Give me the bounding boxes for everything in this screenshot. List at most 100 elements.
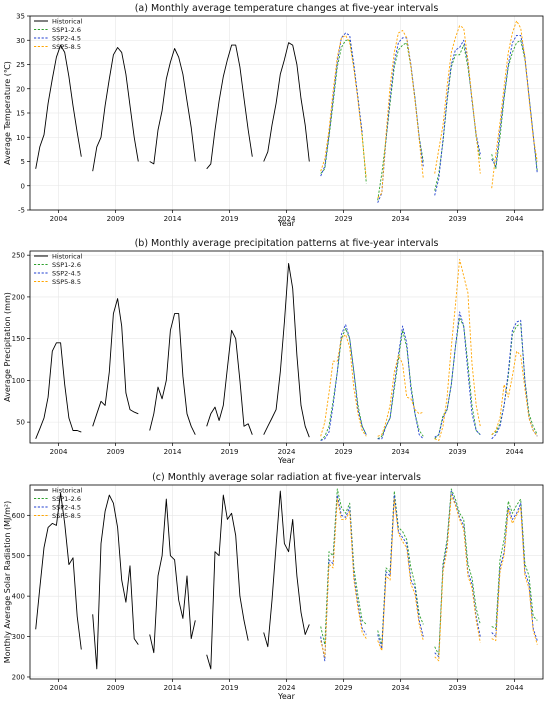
x-tick-label: 2014 — [164, 684, 182, 692]
series-line — [434, 258, 481, 441]
chart-panel-2: (c) Monthly average solar radiation at f… — [3, 472, 544, 701]
series-line — [149, 498, 196, 654]
y-axis-label: Average Temperature (℃) — [3, 61, 12, 165]
series-line — [35, 492, 82, 650]
series-ssp2-4-5 — [320, 490, 538, 662]
x-tick-label: 2024 — [278, 448, 296, 456]
y-tick-label: 5 — [21, 158, 25, 166]
x-tick-label: 2039 — [449, 215, 467, 223]
legend-label: SSP5-8.5 — [52, 512, 81, 520]
y-tick-label: 0 — [21, 182, 25, 190]
series-line — [263, 263, 310, 438]
y-tick-label: 15 — [16, 110, 25, 118]
x-tick-label: 2009 — [107, 448, 125, 456]
x-tick-label: 2024 — [278, 684, 296, 692]
x-axis-label: Year — [277, 692, 296, 701]
y-tick-label: 100 — [12, 377, 25, 385]
series-line — [320, 334, 367, 437]
series-line — [491, 506, 538, 645]
chart-title: (c) Monthly average solar radiation at f… — [152, 472, 421, 483]
y-axis-label: Monthly Average Solar Radiation (MJ/m²) — [3, 501, 12, 663]
series-line — [491, 350, 538, 437]
series-historical — [35, 490, 310, 670]
x-tick-label: 2014 — [164, 215, 182, 223]
series-line — [434, 39, 481, 196]
series-line — [320, 32, 363, 177]
y-tick-label: 150 — [12, 335, 25, 343]
x-tick-label: 2019 — [221, 448, 239, 456]
x-tick-label: 2004 — [50, 684, 68, 692]
chart-panel-0: (a) Monthly average temperature changes … — [3, 3, 544, 228]
x-tick-label: 2029 — [335, 448, 353, 456]
x-tick-label: 2034 — [392, 448, 410, 456]
y-tick-label: 200 — [12, 673, 25, 681]
x-tick-label: 2009 — [107, 684, 125, 692]
legend-label: Historical — [52, 17, 83, 25]
series-line — [491, 323, 538, 436]
legend-label: SSP2-4.5 — [52, 503, 81, 511]
x-tick-label: 2044 — [506, 215, 524, 223]
x-axis-label: Year — [277, 456, 296, 465]
chart-panel-1: (b) Monthly average precipitation patter… — [3, 238, 544, 465]
series-line — [320, 324, 367, 441]
series-ssp5-8-5 — [320, 494, 538, 662]
x-axis-label: Year — [277, 219, 296, 228]
series-line — [434, 25, 481, 174]
x-tick-label: 2004 — [50, 215, 68, 223]
series-historical — [35, 263, 310, 439]
x-tick-label: 2019 — [221, 684, 239, 692]
y-axis-label: Average Precipitation (mm) — [3, 292, 12, 402]
y-tick-label: 20 — [16, 85, 25, 93]
legend-label: Historical — [52, 486, 83, 494]
series-line — [92, 47, 139, 172]
series-line — [92, 298, 139, 427]
y-tick-label: 35 — [16, 13, 25, 21]
series-line — [377, 494, 424, 650]
series-line — [206, 44, 253, 170]
chart-title: (b) Monthly average precipitation patter… — [135, 238, 439, 249]
series-line — [320, 328, 367, 441]
x-tick-label: 2029 — [335, 684, 353, 692]
series-line — [263, 490, 310, 648]
series-line — [206, 329, 253, 435]
series-line — [263, 42, 310, 162]
y-tick-label: -5 — [18, 207, 25, 215]
y-tick-label: 500 — [12, 552, 25, 560]
series-ssp5-8-5 — [320, 20, 538, 199]
x-tick-label: 2004 — [50, 448, 68, 456]
x-tick-label: 2034 — [392, 684, 410, 692]
y-tick-label: 300 — [12, 633, 25, 641]
y-tick-label: 25 — [16, 61, 25, 69]
series-ssp5-8-5 — [320, 258, 538, 441]
y-tick-label: 10 — [16, 134, 25, 142]
x-tick-label: 2039 — [449, 684, 467, 692]
series-line — [35, 342, 82, 439]
x-tick-label: 2019 — [221, 215, 239, 223]
legend-label: SSP5-8.5 — [52, 43, 81, 51]
legend-label: Historical — [52, 252, 83, 260]
legend-label: SSP2-4.5 — [52, 269, 81, 277]
y-tick-label: 250 — [12, 252, 25, 260]
series-line — [320, 34, 367, 179]
x-tick-label: 2034 — [392, 215, 410, 223]
series-line — [491, 498, 538, 629]
series-ssp1-2-6 — [320, 317, 538, 441]
series-line — [206, 494, 249, 670]
series-line — [434, 317, 481, 440]
y-tick-label: 30 — [16, 37, 25, 45]
series-line — [149, 48, 196, 165]
series-line — [377, 498, 424, 652]
legend-label: SSP1-2.6 — [52, 261, 81, 269]
legend-label: SSP1-2.6 — [52, 495, 81, 503]
series-line — [149, 313, 196, 435]
legend-label: SSP1-2.6 — [52, 26, 81, 34]
series-historical — [35, 42, 310, 172]
series-line — [377, 325, 424, 440]
series-line — [377, 354, 424, 437]
x-tick-label: 2029 — [335, 215, 353, 223]
